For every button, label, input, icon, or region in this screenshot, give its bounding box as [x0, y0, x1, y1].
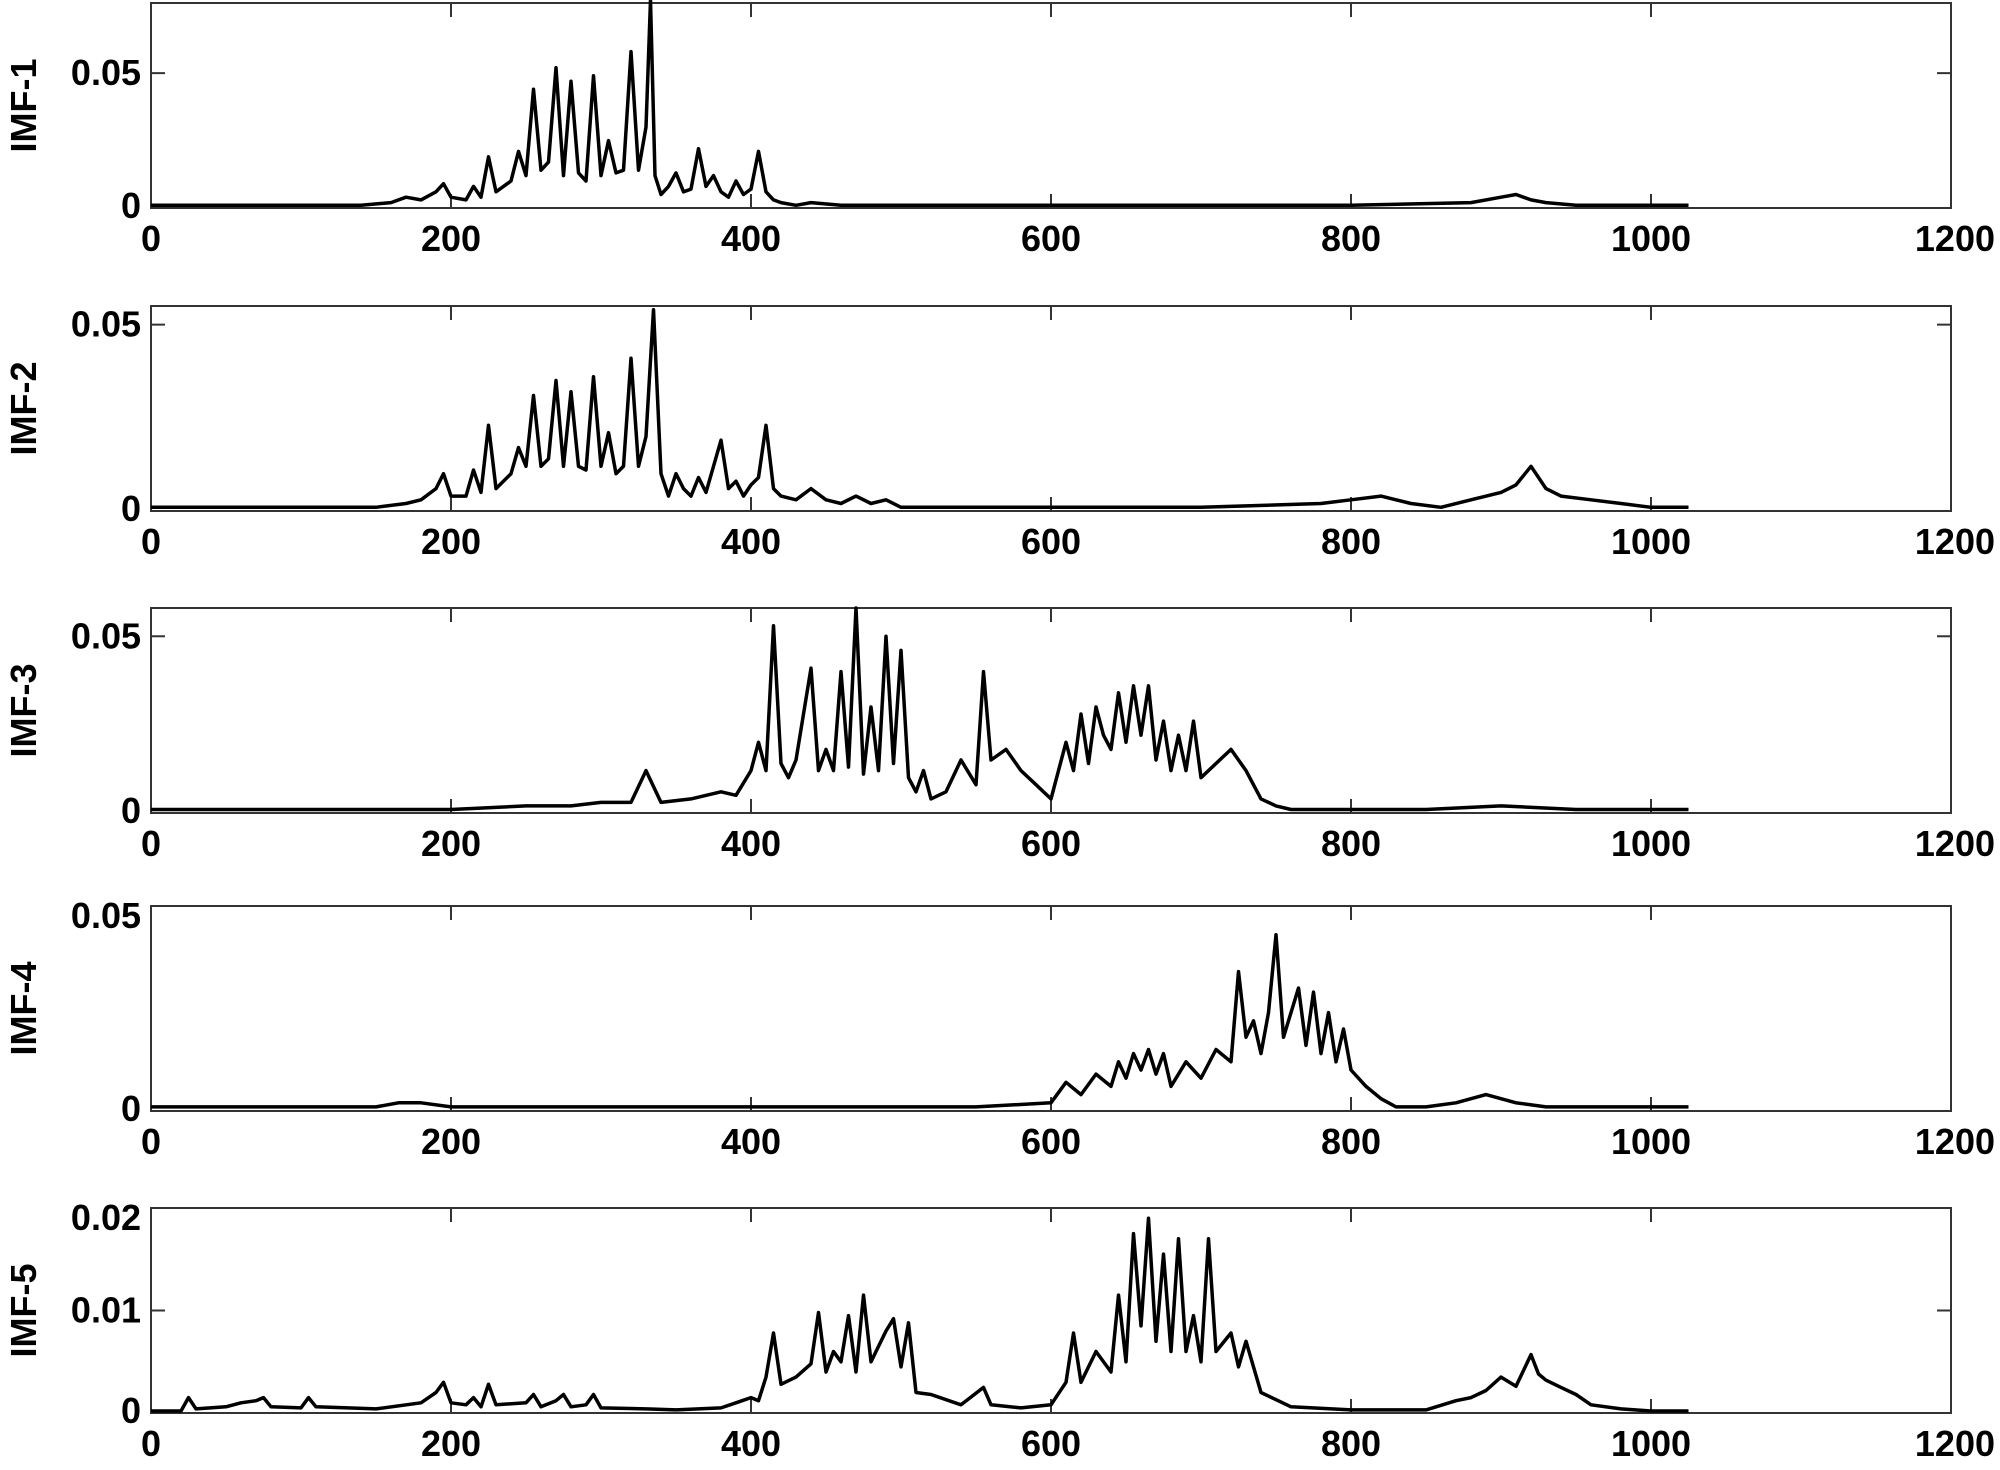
x-tick-label: 1000 — [1611, 218, 1691, 259]
x-tick-label: 800 — [1321, 823, 1381, 864]
plot-frame — [150, 1207, 1952, 1414]
x-tick-label: 0 — [141, 1121, 161, 1162]
x-tick-label: 1000 — [1611, 1423, 1691, 1464]
x-tick-label: 200 — [421, 1121, 481, 1162]
x-tick-label: 800 — [1321, 521, 1381, 562]
y-tick-label: 0.05 — [71, 304, 141, 345]
x-tick-label: 1200 — [1915, 1423, 1995, 1464]
y-tick-label: 0.05 — [71, 615, 141, 656]
plot-frame — [150, 305, 1952, 512]
x-tick-label: 400 — [721, 521, 781, 562]
y-tick-label: 0 — [121, 790, 141, 831]
x-tick-label: 0 — [141, 823, 161, 864]
panel-imf-3: 0 200 400 600 800 1000 1200 0 0.05 IMF-3 — [3, 606, 1995, 864]
x-tick-label: 600 — [1021, 823, 1081, 864]
y-tick-label: 0.01 — [71, 1290, 141, 1331]
y-axis-label: IMF-1 — [3, 59, 44, 153]
y-axis-label: IMF-3 — [3, 664, 44, 758]
x-tick-label: 0 — [141, 521, 161, 562]
x-tick-label: 1200 — [1915, 218, 1995, 259]
x-tick-label: 400 — [721, 218, 781, 259]
x-tick-label: 600 — [1021, 218, 1081, 259]
y-tick-label: 0 — [121, 488, 141, 529]
x-tick-label: 1200 — [1915, 823, 1995, 864]
x-tick-label: 600 — [1021, 1423, 1081, 1464]
x-tick-label: 200 — [421, 218, 481, 259]
x-tick-label: 0 — [141, 218, 161, 259]
panel-imf-5: 0 200 400 600 800 1000 1200 0 0.01 0.02 IMF-5 — [3, 1197, 1995, 1464]
x-tick-label: 200 — [421, 521, 481, 562]
y-axis-label: IMF-2 — [3, 362, 44, 456]
y-tick-label: 0 — [121, 1390, 141, 1431]
x-tick-label: 800 — [1321, 1121, 1381, 1162]
x-tick-label: 1200 — [1915, 1121, 1995, 1162]
y-axis-label: IMF-5 — [3, 1264, 44, 1358]
panel-imf-1: 0 200 400 600 800 1000 1200 0 0.05 IMF-1 — [3, 0, 1995, 259]
y-tick-label: 0.05 — [71, 895, 141, 936]
panel-imf-2: 0 200 400 600 800 1000 1200 0 0.05 IMF-2 — [3, 304, 1995, 562]
y-tick-label: 0.05 — [71, 52, 141, 93]
x-tick-label: 1200 — [1915, 521, 1995, 562]
plot-frame — [150, 905, 1952, 1112]
x-tick-label: 0 — [141, 1423, 161, 1464]
x-tick-label: 200 — [421, 823, 481, 864]
x-tick-label: 200 — [421, 1423, 481, 1464]
x-tick-label: 400 — [721, 823, 781, 864]
series-line — [151, 307, 1689, 510]
x-tick-label: 1000 — [1611, 823, 1691, 864]
series-line — [151, 0, 1689, 208]
series-line — [151, 1216, 1689, 1413]
x-tick-label: 600 — [1021, 1121, 1081, 1162]
x-tick-label: 400 — [721, 1121, 781, 1162]
y-tick-label: 0 — [121, 1088, 141, 1129]
plot-frame — [150, 2, 1952, 209]
x-tick-label: 800 — [1321, 1423, 1381, 1464]
y-tick-label: 0 — [121, 185, 141, 226]
x-tick-label: 1000 — [1611, 521, 1691, 562]
y-tick-label: 0.02 — [71, 1197, 141, 1238]
series-line — [151, 606, 1689, 812]
plot-frame — [150, 607, 1952, 814]
series-line — [151, 932, 1689, 1109]
x-tick-label: 400 — [721, 1423, 781, 1464]
y-axis-label: IMF-4 — [3, 962, 44, 1056]
x-tick-label: 1000 — [1611, 1121, 1691, 1162]
panel-imf-4: 0 200 400 600 800 1000 1200 0 0.05 IMF-4 — [3, 895, 1995, 1162]
x-tick-label: 800 — [1321, 218, 1381, 259]
x-tick-label: 600 — [1021, 521, 1081, 562]
